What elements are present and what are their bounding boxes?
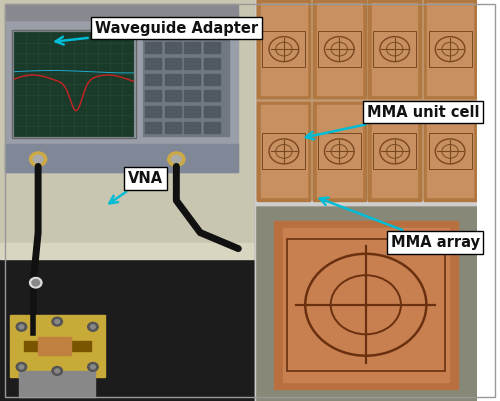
Bar <box>184 90 200 101</box>
Bar <box>184 122 200 133</box>
Bar <box>204 74 220 85</box>
Circle shape <box>30 277 42 288</box>
Bar <box>165 90 180 101</box>
Bar <box>0 243 255 259</box>
Bar <box>204 42 220 53</box>
Circle shape <box>88 363 98 371</box>
Bar <box>204 106 220 117</box>
Bar <box>146 74 161 85</box>
Bar <box>5 4 238 20</box>
Bar <box>146 122 161 133</box>
Bar <box>146 90 161 101</box>
Bar <box>428 105 473 197</box>
Circle shape <box>168 152 185 166</box>
Bar <box>204 122 220 133</box>
Bar <box>373 133 416 170</box>
Bar <box>184 106 200 117</box>
Bar <box>313 102 366 200</box>
Bar <box>165 74 180 85</box>
Circle shape <box>172 155 181 163</box>
Circle shape <box>16 322 26 331</box>
Circle shape <box>55 320 60 324</box>
Bar <box>262 31 306 67</box>
Bar <box>258 102 310 200</box>
Bar <box>428 3 473 95</box>
Circle shape <box>52 367 62 375</box>
Bar <box>316 3 362 95</box>
Bar <box>184 58 200 69</box>
Circle shape <box>55 369 60 373</box>
Bar <box>368 102 421 200</box>
Circle shape <box>19 365 24 369</box>
Bar <box>424 102 476 200</box>
Bar <box>424 0 476 98</box>
Bar <box>10 315 105 377</box>
Text: MMA array: MMA array <box>320 198 480 250</box>
Bar <box>372 105 418 197</box>
Bar <box>318 31 361 67</box>
Bar <box>255 0 476 401</box>
Bar <box>262 133 306 170</box>
Bar <box>255 200 476 205</box>
Bar <box>287 239 444 371</box>
Bar <box>373 31 416 67</box>
Text: MMA unit cell: MMA unit cell <box>306 105 480 140</box>
Bar <box>204 90 220 101</box>
Circle shape <box>90 325 96 329</box>
Bar <box>12 30 136 138</box>
Text: Waveguide Adapter: Waveguide Adapter <box>56 20 258 45</box>
Text: VNA: VNA <box>110 171 163 203</box>
Bar <box>428 133 472 170</box>
Bar <box>0 253 255 401</box>
Circle shape <box>32 279 40 286</box>
Bar <box>318 133 361 170</box>
Circle shape <box>88 322 98 331</box>
Bar <box>255 205 476 401</box>
Circle shape <box>52 317 62 326</box>
Bar <box>143 32 229 136</box>
Circle shape <box>19 325 24 329</box>
Bar <box>204 58 220 69</box>
Bar <box>19 371 96 397</box>
Bar <box>428 31 472 67</box>
Bar <box>368 0 421 98</box>
Bar <box>165 122 180 133</box>
Bar <box>372 3 418 95</box>
Bar <box>258 0 310 98</box>
Bar <box>274 221 458 389</box>
Bar <box>184 74 200 85</box>
Bar <box>146 106 161 117</box>
Bar <box>165 42 180 53</box>
Bar <box>255 0 476 205</box>
Bar <box>24 341 90 351</box>
Bar <box>313 0 366 98</box>
Bar <box>165 58 180 69</box>
Bar <box>316 105 362 197</box>
Circle shape <box>90 365 96 369</box>
Circle shape <box>30 152 46 166</box>
Bar <box>146 58 161 69</box>
Bar <box>261 105 306 197</box>
Bar <box>14 32 134 136</box>
Bar <box>184 42 200 53</box>
Bar <box>5 12 238 172</box>
Circle shape <box>16 363 26 371</box>
Bar <box>5 144 238 172</box>
Bar <box>261 3 306 95</box>
Bar <box>282 228 449 382</box>
Circle shape <box>34 155 43 163</box>
Bar <box>0 0 255 249</box>
Bar <box>38 337 72 355</box>
Bar <box>146 42 161 53</box>
Bar <box>165 106 180 117</box>
